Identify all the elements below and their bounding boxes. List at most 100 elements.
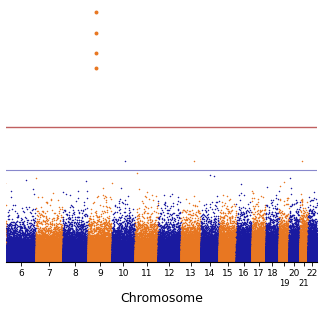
Point	[298, 251, 303, 256]
Point	[205, 249, 210, 254]
Point	[95, 235, 100, 240]
Point	[200, 231, 205, 236]
Point	[312, 259, 317, 264]
Point	[11, 258, 16, 263]
Point	[9, 259, 14, 264]
Point	[302, 253, 308, 259]
Point	[275, 259, 280, 264]
Point	[299, 237, 304, 243]
Point	[0, 249, 4, 254]
Point	[146, 256, 151, 261]
Point	[153, 253, 158, 259]
Point	[168, 253, 173, 258]
Point	[252, 249, 257, 254]
Point	[136, 230, 141, 235]
Point	[152, 259, 157, 264]
Point	[227, 247, 232, 252]
Point	[187, 257, 192, 262]
Point	[298, 240, 303, 245]
Point	[256, 226, 261, 231]
Point	[232, 259, 237, 264]
Point	[94, 257, 99, 262]
Point	[135, 255, 140, 260]
Point	[253, 241, 258, 246]
Point	[261, 239, 267, 244]
Point	[127, 240, 132, 245]
Point	[164, 260, 169, 265]
Point	[74, 241, 79, 246]
Point	[59, 258, 64, 263]
Point	[314, 256, 319, 261]
Point	[268, 226, 273, 231]
Point	[11, 233, 16, 238]
Point	[48, 260, 53, 265]
Point	[220, 257, 225, 262]
Point	[268, 250, 273, 255]
Point	[257, 256, 262, 261]
Point	[88, 252, 93, 258]
Point	[163, 253, 168, 259]
Point	[140, 253, 145, 258]
Point	[260, 259, 265, 264]
Point	[214, 251, 219, 256]
Point	[268, 250, 273, 255]
Point	[18, 254, 23, 259]
Point	[17, 258, 22, 263]
Point	[301, 254, 306, 259]
Point	[230, 255, 235, 260]
Point	[60, 259, 66, 264]
Point	[170, 255, 175, 260]
Point	[121, 249, 126, 254]
Point	[229, 254, 235, 259]
Point	[252, 245, 257, 251]
Point	[246, 249, 251, 254]
Point	[236, 253, 241, 258]
Point	[104, 256, 109, 261]
Point	[14, 259, 20, 264]
Point	[60, 249, 66, 254]
Point	[280, 260, 285, 265]
Point	[286, 231, 291, 236]
Point	[254, 239, 259, 244]
Point	[175, 255, 180, 260]
Point	[0, 240, 5, 245]
Point	[300, 252, 306, 257]
Point	[197, 252, 202, 257]
Point	[87, 259, 92, 264]
Point	[36, 253, 41, 258]
Point	[103, 256, 108, 261]
Point	[209, 258, 214, 263]
Point	[73, 253, 78, 258]
Point	[293, 259, 298, 264]
Point	[300, 243, 306, 248]
Point	[302, 252, 307, 257]
Point	[210, 255, 215, 260]
Point	[165, 237, 170, 243]
Point	[286, 257, 291, 262]
Point	[209, 260, 214, 265]
Point	[8, 252, 13, 257]
Point	[211, 256, 216, 261]
Point	[156, 255, 161, 260]
Point	[102, 240, 107, 245]
Point	[237, 260, 242, 265]
Point	[287, 258, 292, 263]
Point	[304, 239, 309, 244]
Point	[174, 248, 179, 253]
Point	[262, 250, 267, 255]
Point	[13, 253, 18, 259]
Point	[247, 255, 252, 260]
Point	[314, 258, 319, 263]
Point	[306, 255, 311, 260]
Point	[309, 249, 314, 254]
Point	[129, 260, 134, 265]
Point	[152, 236, 157, 241]
Point	[115, 243, 120, 248]
Point	[206, 244, 211, 249]
Point	[270, 248, 275, 253]
Point	[82, 259, 87, 264]
Point	[313, 257, 318, 262]
Point	[192, 259, 197, 264]
Point	[296, 259, 301, 264]
Point	[93, 254, 98, 260]
